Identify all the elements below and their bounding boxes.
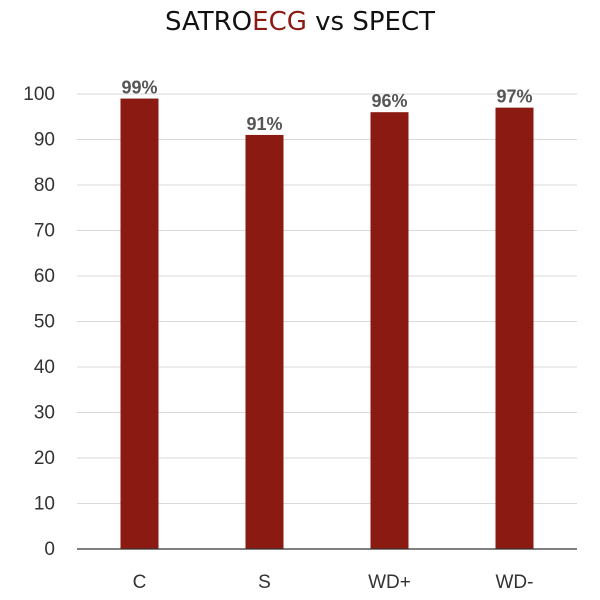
chart-title-prefix: SATRO [164,7,253,37]
y-tick-label: 80 [34,175,55,196]
y-tick-label: 20 [34,448,55,469]
y-tick-label: 40 [34,357,55,378]
x-category-label: WD- [496,572,534,593]
bars [120,98,534,550]
chart-title-suffix: vs SPECT [306,7,435,37]
bar-WD- [495,107,534,550]
y-tick-label: 70 [34,221,55,242]
data-label: 97% [496,87,532,107]
data-label: 91% [246,114,282,134]
x-axis-categories: C S WD+ WD- [133,572,534,593]
y-tick-label: 0 [44,539,55,560]
y-axis-ticks: 0 10 20 30 40 50 60 70 80 90 100 [23,84,55,560]
x-category-label: C [133,572,147,593]
x-category-label: WD+ [368,572,411,593]
y-tick-label: 100 [23,84,55,105]
data-label: 96% [371,91,407,111]
y-tick-label: 60 [34,266,55,287]
chart-title: SATROECG vs SPECT [0,4,600,40]
bar-S [245,134,284,549]
x-category-label: S [258,572,271,593]
y-tick-label: 90 [34,130,55,151]
bar-WD+ [370,112,409,549]
chart-title-accent: ECG [252,7,307,37]
gridlines [77,93,577,504]
y-tick-label: 50 [34,312,55,333]
bar-C [120,98,159,550]
data-labels: 99% 91% 96% 97% [121,78,532,134]
y-tick-label: 30 [34,403,55,424]
data-label: 99% [121,78,157,98]
y-tick-label: 10 [34,494,55,515]
